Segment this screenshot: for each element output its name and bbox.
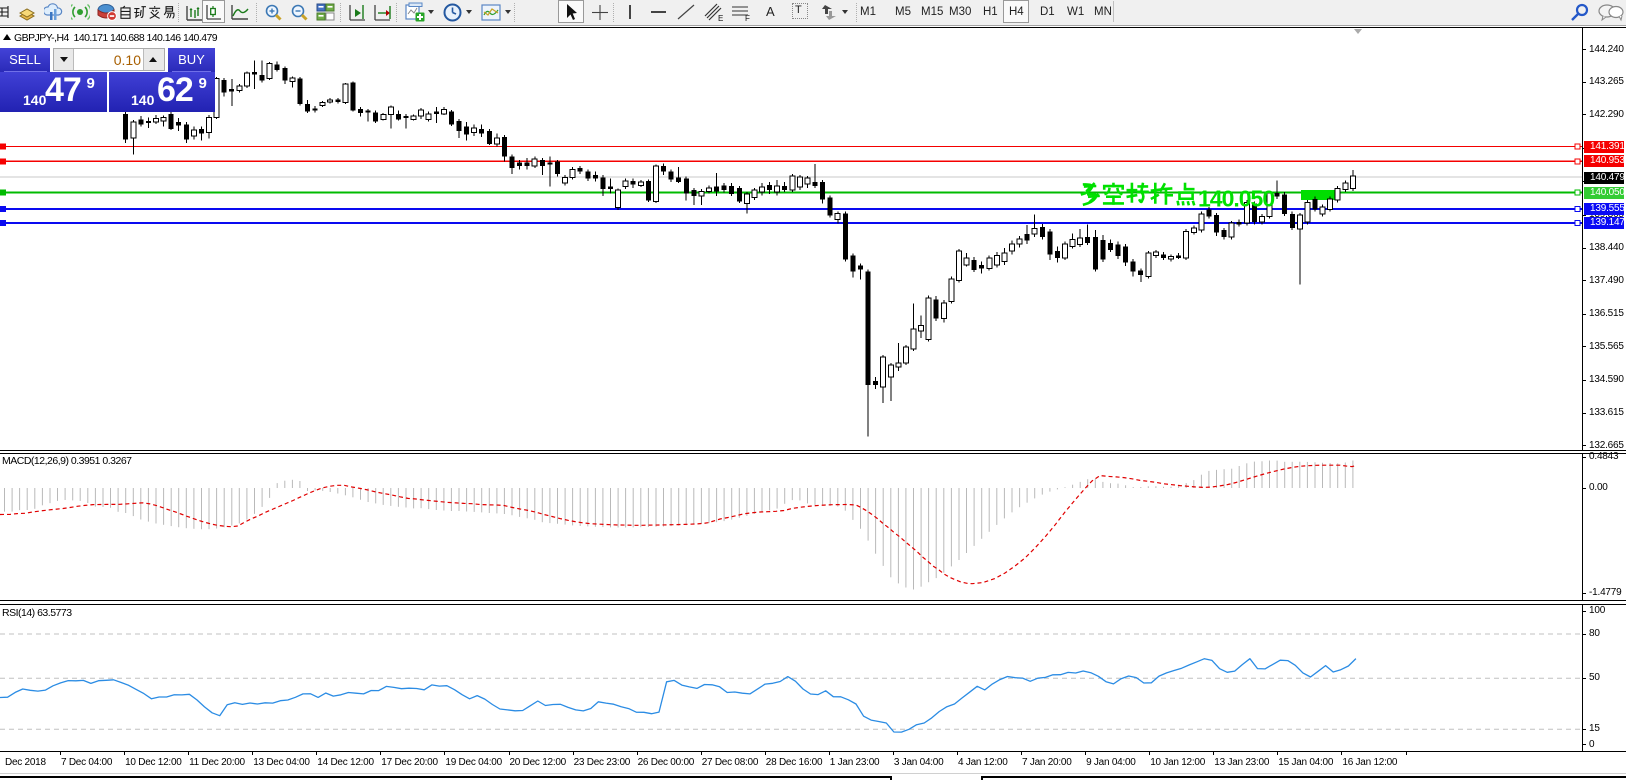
- svg-text:140.050: 140.050: [1198, 186, 1274, 212]
- svg-text:E: E: [718, 14, 723, 22]
- svg-text:F: F: [745, 14, 750, 22]
